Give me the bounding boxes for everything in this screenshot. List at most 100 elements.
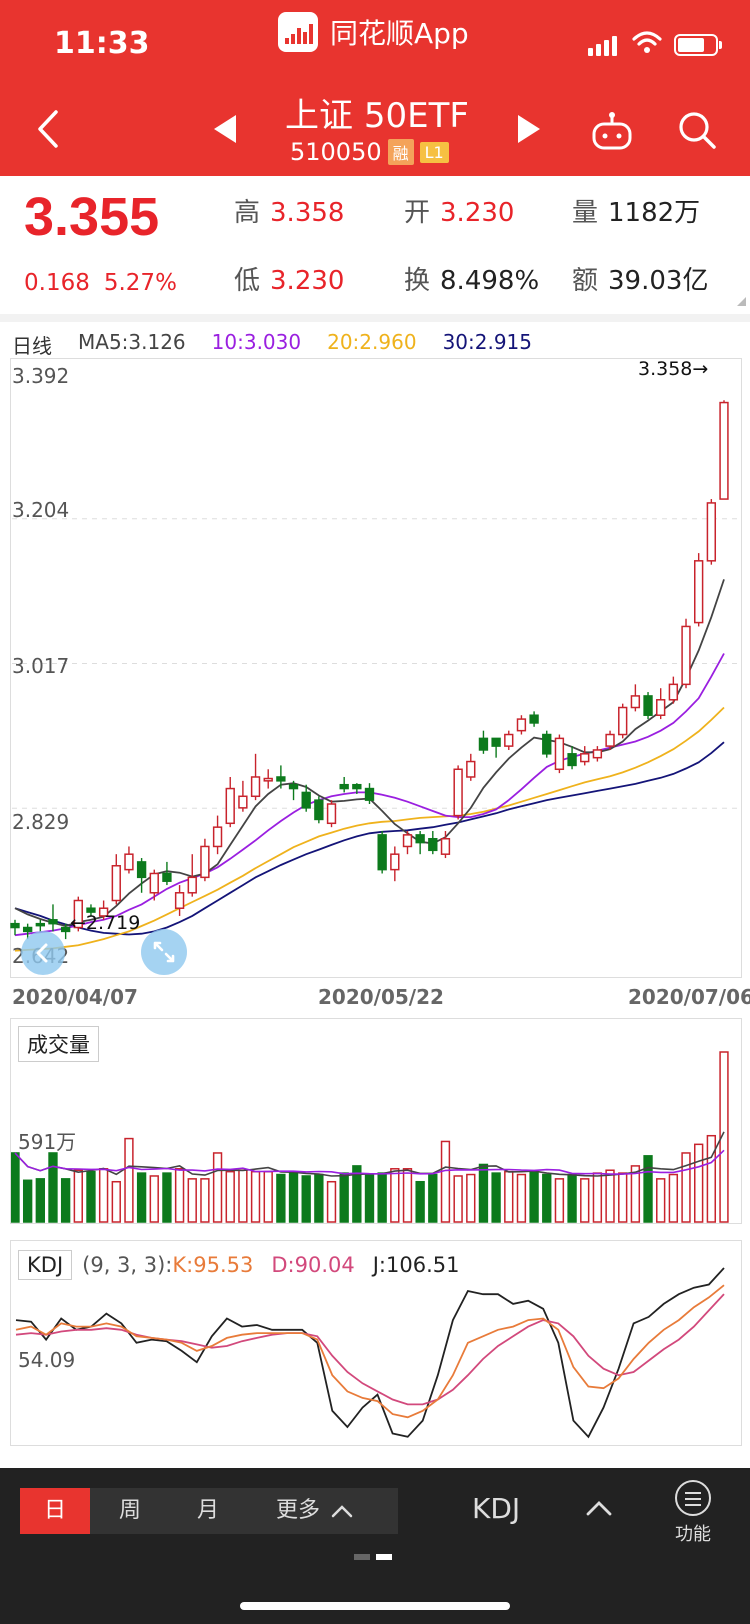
amount-cell: 额 39.03亿 xyxy=(572,260,708,297)
search-icon[interactable] xyxy=(676,108,718,152)
volume-bar xyxy=(60,1178,71,1223)
indicator-chevron-up-icon[interactable] xyxy=(586,1498,612,1518)
scroll-left-icon[interactable] xyxy=(20,930,66,976)
volume-bar xyxy=(390,1168,400,1223)
period-week-button[interactable]: 周 xyxy=(118,1498,141,1523)
app-banner[interactable]: 同花顺App xyxy=(278,12,469,52)
candle-body xyxy=(453,768,463,817)
divider xyxy=(0,314,750,322)
open-cell: 开 3.230 xyxy=(404,192,514,229)
candle-body xyxy=(377,834,387,871)
next-stock-icon[interactable] xyxy=(514,112,544,146)
robot-assistant-icon[interactable] xyxy=(590,110,634,152)
volume-bar xyxy=(618,1172,628,1223)
open-value: 3.230 xyxy=(440,198,515,228)
candle-body xyxy=(618,706,628,736)
prev-stock-icon[interactable] xyxy=(210,112,240,146)
volume-bar xyxy=(491,1172,501,1223)
candle-body xyxy=(415,834,425,844)
kline-chart-frame[interactable] xyxy=(10,358,742,978)
kdj-legend[interactable]: KDJ (9, 3, 3): K:95.53 D:90.04 J:106.51 xyxy=(18,1250,459,1280)
chevron-up-icon xyxy=(331,1505,353,1518)
function-label: 功能 xyxy=(675,1524,711,1545)
candle-body xyxy=(250,776,261,798)
volume-bar xyxy=(187,1178,197,1223)
volume-bar xyxy=(200,1178,210,1223)
candle-body xyxy=(225,787,235,825)
candle-body xyxy=(326,803,337,825)
volume-bar xyxy=(225,1170,235,1223)
volume-ma10-line xyxy=(14,1149,725,1175)
candle-body xyxy=(352,783,362,790)
ma30-line xyxy=(14,741,725,936)
candle-body xyxy=(491,737,501,747)
candle-body xyxy=(643,695,653,716)
stock-code: 510050 xyxy=(290,138,382,166)
volume-bar xyxy=(516,1173,527,1223)
period-month-button[interactable]: 月 xyxy=(196,1498,219,1523)
back-arrow-icon[interactable] xyxy=(30,104,70,154)
candle-body xyxy=(22,926,33,933)
volume-panel-label[interactable]: 成交量 xyxy=(18,1026,99,1062)
price-axis-label: 2.829 xyxy=(12,810,70,834)
function-button[interactable]: 功能 xyxy=(670,1480,716,1546)
ma-legend[interactable]: 日线 MA5:3.126 10:3.030 20:2.960 30:2.915 xyxy=(12,330,532,359)
candle-body xyxy=(276,776,286,782)
volume-bar xyxy=(22,1179,33,1223)
volume-bar xyxy=(580,1178,590,1223)
fullscreen-icon[interactable] xyxy=(140,928,188,976)
candle-body xyxy=(554,737,565,771)
indicator-button[interactable]: KDJ xyxy=(472,1492,521,1525)
change-percent: 5.27% xyxy=(103,270,177,296)
volume-bar xyxy=(643,1155,653,1223)
candle-body xyxy=(35,922,45,927)
price-change: 0.168 5.27% xyxy=(24,270,177,296)
kdj-ref-value: 54.09 xyxy=(18,1348,76,1372)
period-day-button[interactable]: 日 xyxy=(20,1488,90,1534)
turnover-cell: 换 8.498% xyxy=(404,260,539,297)
kdj-label[interactable]: KDJ xyxy=(18,1250,73,1280)
high-label: 高 xyxy=(234,198,261,228)
kdj-k-line xyxy=(15,1284,725,1419)
kdj-chart-frame[interactable] xyxy=(10,1240,742,1446)
change-amount: 0.168 xyxy=(24,270,90,296)
expand-corner-icon[interactable] xyxy=(737,297,746,306)
candle-body xyxy=(516,718,527,732)
volume-bar xyxy=(174,1168,185,1223)
volume-bar xyxy=(668,1173,679,1223)
candle-body xyxy=(111,865,121,902)
volume-bar xyxy=(415,1180,425,1223)
candle-body xyxy=(694,560,704,624)
bottom-toolbar: 日 周 月 更多 KDJ 功能 xyxy=(0,1468,750,1624)
volume-cell: 量 1182万 xyxy=(572,192,700,229)
status-time: 11:33 xyxy=(54,26,150,61)
volume-bar xyxy=(124,1137,134,1223)
date-axis-label: 2020/04/07 xyxy=(12,985,138,1009)
volume-chart-frame[interactable] xyxy=(10,1018,742,1224)
turnover-label: 换 xyxy=(404,266,431,296)
signal-icon xyxy=(588,36,617,56)
candle-body xyxy=(73,899,83,929)
volume-bar xyxy=(86,1170,96,1223)
page-indicator xyxy=(354,1554,392,1560)
volume-bar xyxy=(542,1173,552,1223)
candle-body xyxy=(136,861,147,879)
candle-body xyxy=(364,787,375,801)
app-name: 同花顺App xyxy=(330,17,469,50)
volume-bar xyxy=(428,1173,438,1223)
volume-bar xyxy=(288,1172,299,1223)
low-cell: 低 3.230 xyxy=(234,260,344,297)
volume-bar xyxy=(48,1152,58,1223)
header: 11:33 同花顺App 上证 50ETF 510050 融 L1 xyxy=(0,0,750,176)
period-more-button[interactable]: 更多 xyxy=(246,1488,396,1534)
amount-value: 39.03亿 xyxy=(608,266,709,296)
ma5-line xyxy=(14,579,725,927)
price-axis-label: 3.392 xyxy=(12,364,70,388)
volume-bar xyxy=(149,1175,159,1223)
candle-body xyxy=(656,699,666,716)
volume-bar xyxy=(212,1152,223,1223)
period-label: 日线 xyxy=(12,334,52,358)
volume-bar xyxy=(719,1051,729,1223)
